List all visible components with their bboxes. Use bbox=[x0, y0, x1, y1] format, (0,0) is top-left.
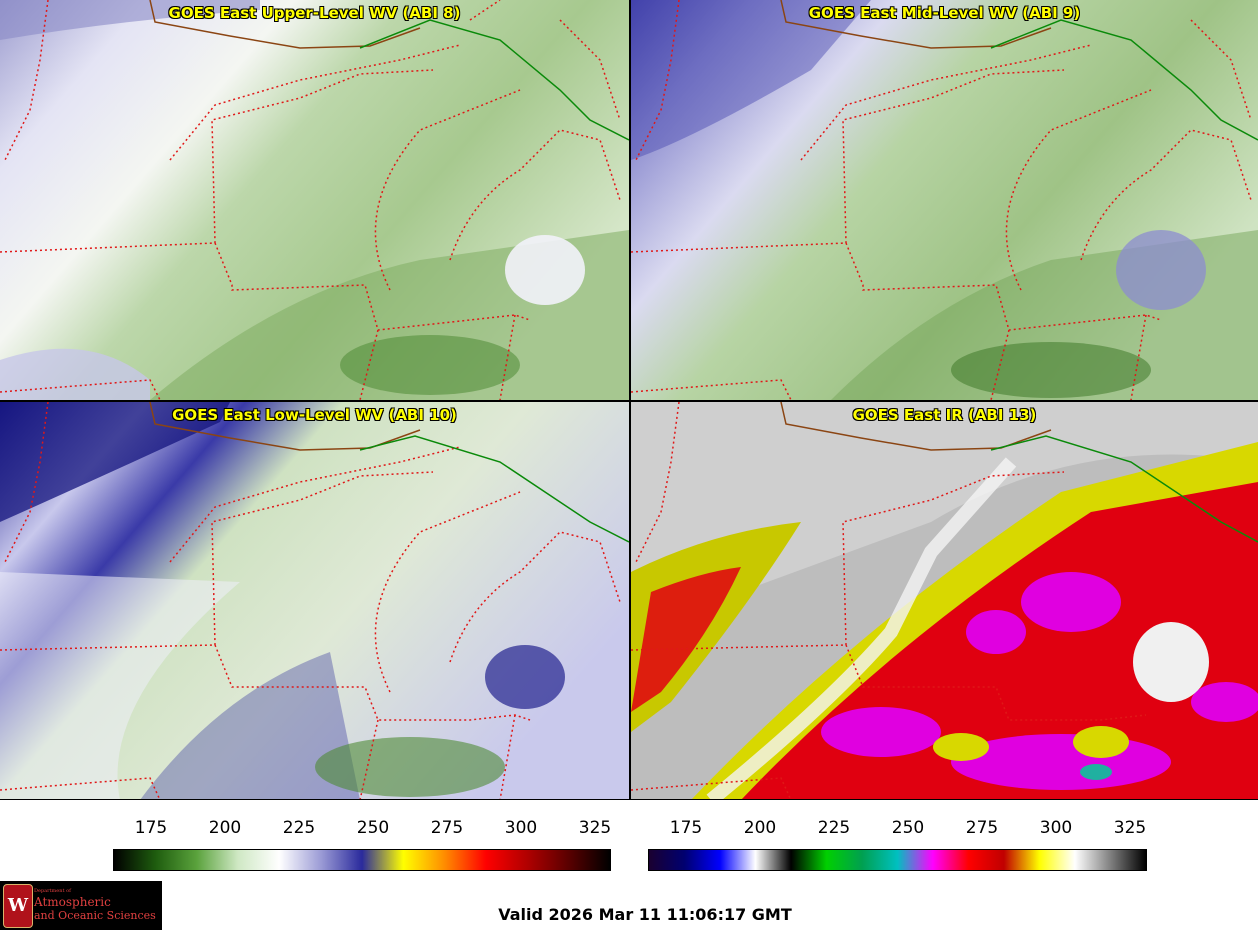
panel-ir: GOES East IR (ABI 13) bbox=[631, 402, 1258, 800]
upper-wv-image bbox=[0, 0, 629, 400]
wv-tick-label: 325 bbox=[578, 818, 612, 838]
logo-line2: Atmospheric bbox=[34, 895, 111, 909]
wv-colorbar bbox=[113, 849, 611, 871]
panel-low-wv: GOES East Low-Level WV (ABI 10) bbox=[0, 402, 629, 800]
crest-letter: W bbox=[7, 895, 29, 916]
horizontal-divider bbox=[0, 400, 1258, 402]
ir-tick-label: 275 bbox=[965, 818, 999, 838]
bottom-border bbox=[0, 799, 1258, 800]
ir-tick-label: 200 bbox=[743, 818, 777, 838]
panel-title: GOES East IR (ABI 13) bbox=[852, 406, 1037, 424]
wv-tick-label: 275 bbox=[430, 818, 464, 838]
wv-tick-label: 175 bbox=[134, 818, 168, 838]
wv-tick-label: 225 bbox=[282, 818, 316, 838]
uw-crest-icon: W bbox=[3, 884, 33, 928]
panel-title: GOES East Mid-Level WV (ABI 9) bbox=[808, 4, 1081, 22]
ir-tick-label: 225 bbox=[817, 818, 851, 838]
aos-logo[interactable]: W Department of Atmospheric and Oceanic … bbox=[0, 881, 162, 930]
ir-tick-label: 325 bbox=[1113, 818, 1147, 838]
wv-tick-label: 250 bbox=[356, 818, 390, 838]
wv-colorbar-ticks: 175 200 225 250 275 300 325 bbox=[113, 818, 612, 842]
panel-title: GOES East Low-Level WV (ABI 10) bbox=[172, 406, 457, 424]
logo-line1: Department of bbox=[34, 888, 71, 894]
panel-title: GOES East Upper-Level WV (ABI 8) bbox=[168, 4, 461, 22]
ir-tick-label: 175 bbox=[669, 818, 703, 838]
ir-tick-label: 300 bbox=[1039, 818, 1073, 838]
wv-tick-label: 300 bbox=[504, 818, 538, 838]
mid-wv-image bbox=[631, 0, 1258, 400]
panel-upper-wv: GOES East Upper-Level WV (ABI 8) bbox=[0, 0, 629, 400]
low-wv-image bbox=[0, 402, 629, 800]
ir-tick-label: 250 bbox=[891, 818, 925, 838]
ir-colorbar-ticks: 175 200 225 250 275 300 325 bbox=[648, 818, 1147, 842]
ir-colorbar bbox=[648, 849, 1147, 871]
wv-tick-label: 200 bbox=[208, 818, 242, 838]
logo-line3: and Oceanic Sciences bbox=[34, 909, 156, 922]
valid-time: Valid 2026 Mar 11 11:06:17 GMT bbox=[498, 905, 792, 924]
ir-image bbox=[631, 402, 1258, 800]
panel-mid-wv: GOES East Mid-Level WV (ABI 9) bbox=[631, 0, 1258, 400]
